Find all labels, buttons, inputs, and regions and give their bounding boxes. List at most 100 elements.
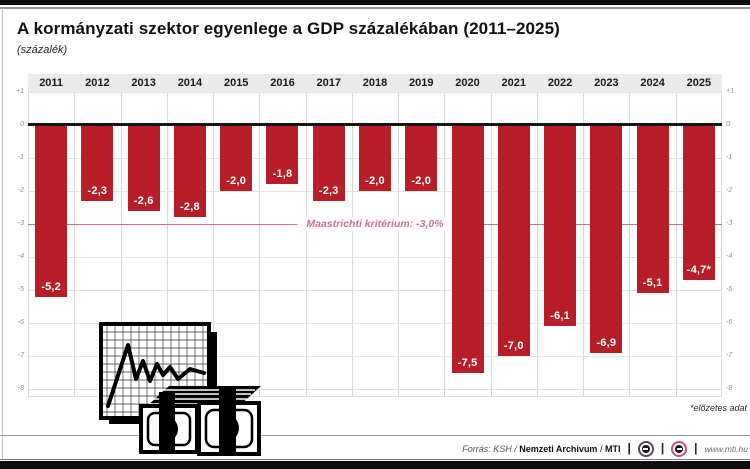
grid-hline: [28, 257, 722, 258]
divider-bar: |: [627, 441, 631, 455]
grid-vline: [28, 92, 29, 396]
bar-2020: -7,5: [451, 125, 484, 373]
axis-tick-label: 0: [20, 121, 24, 128]
year-label: 2013: [131, 77, 156, 89]
year-label: 2019: [409, 77, 434, 89]
axis-tick-label: -1: [17, 154, 24, 161]
axis-tick-label: -3: [726, 220, 733, 227]
bar-2013: -2,6: [127, 125, 160, 211]
grid-vline: [721, 92, 722, 396]
bar-2015: -2,0: [220, 125, 253, 191]
footer-separator-line: [0, 435, 750, 436]
axis-tick-label: -4: [726, 253, 733, 260]
footer: Forrás: KSH / Nemzeti Archivum / MTI | |…: [462, 439, 748, 459]
axis-tick-label: -7: [17, 352, 24, 359]
bar-value-label: -2,0: [411, 175, 432, 187]
zero-axis-line: [28, 123, 722, 126]
axis-tick-label: 0: [726, 121, 730, 128]
year-label: 2025: [686, 77, 712, 89]
grid-vline: [444, 92, 446, 396]
bar-value-label: -2,3: [318, 184, 339, 197]
source-archive: Nemzeti Archivum: [519, 444, 598, 454]
year-label: 2021: [501, 77, 527, 89]
bar-value-label: -6,1: [550, 310, 570, 323]
axis-tick-label: -8: [17, 385, 24, 392]
source-separator: /: [597, 444, 605, 454]
axis-tick-label: +1: [16, 88, 24, 95]
grid-vline: [259, 92, 261, 396]
footnote: *előzetes adat: [689, 403, 747, 413]
year-label: 2020: [455, 77, 480, 89]
year-label: 2018: [362, 77, 388, 89]
source-mti: MTI: [604, 444, 621, 454]
axis-tick-label: -7: [726, 352, 733, 359]
grid-hline: [28, 92, 722, 93]
bar-2024: -5,1: [636, 125, 669, 294]
bar-2018: -2,0: [359, 125, 391, 191]
top-gray-line: [0, 7, 750, 9]
page-subtitle: (százalék): [17, 44, 68, 56]
grid-vline: [305, 92, 307, 396]
bar-value-label: -1,8: [272, 168, 293, 181]
grid-vline: [74, 92, 76, 396]
bar-2021: -7,0: [497, 125, 530, 356]
bar-2012: -2,3: [81, 125, 114, 201]
year-label: 2011: [39, 77, 64, 89]
year-label: 2015: [223, 77, 249, 89]
bar-value-label: -2,0: [226, 175, 247, 187]
grid-hline: [28, 323, 722, 324]
grid-vline: [629, 92, 631, 396]
grid-vline: [583, 92, 585, 396]
grid-vline: [213, 92, 215, 396]
grid-vline: [675, 92, 677, 396]
grid-hline: [28, 290, 722, 291]
grid-vline: [490, 92, 492, 396]
axis-tick-label: -2: [17, 187, 24, 194]
year-label: 2022: [547, 77, 573, 89]
maastricht-label: Maastrichti kritérium: -3,0%: [297, 217, 453, 231]
chart-and-money-stacks-icon: [99, 322, 261, 456]
bar-value-label: -2,0: [365, 175, 385, 187]
bar-2016: -1,8: [266, 125, 299, 185]
bar-value-label: -7,0: [503, 340, 524, 352]
bar-value-label: -5,2: [41, 280, 61, 293]
bar-2022: -6,1: [544, 125, 577, 327]
bar-value-label: -5,1: [642, 277, 663, 290]
year-label: 2023: [594, 77, 619, 89]
bar-value-label: -6,9: [596, 336, 617, 349]
axis-tick-label: -5: [726, 286, 733, 293]
axis-tick-label: -6: [17, 319, 24, 326]
year-label: 2014: [177, 77, 203, 89]
bar-2011: -5,2: [35, 125, 68, 297]
bar-2023: -6,9: [590, 125, 623, 353]
axis-tick-label: -1: [726, 154, 733, 161]
maastricht-line: Maastrichti kritérium: -3,0%: [28, 217, 722, 231]
bar-2019: -2,0: [405, 125, 438, 191]
bottom-black-bar: [0, 461, 750, 469]
page-title: A kormányzati szektor egyenlege a GDP sz…: [17, 19, 560, 38]
grid-vline: [536, 92, 538, 396]
grid-vline: [351, 92, 353, 396]
source-prefix: Forrás: KSH /: [462, 444, 520, 454]
bar-value-label: -4,7*: [686, 264, 711, 277]
axis-tick-label: +1: [726, 88, 734, 95]
source-text: Forrás: KSH / Nemzeti Archivum / MTI: [462, 444, 620, 454]
footer-url: www.mti.hu: [704, 444, 748, 454]
bar-value-label: -7,5: [457, 356, 478, 369]
bar-value-label: -2,3: [87, 184, 108, 197]
grid-vline: [398, 92, 400, 396]
bar-2014: -2,8: [173, 125, 206, 218]
grid-hline: [28, 191, 722, 192]
grid-vline: [166, 92, 168, 396]
year-label: 2024: [640, 77, 665, 89]
bottom-gray-line: [0, 459, 750, 460]
divider-bar: |: [660, 441, 665, 455]
bar-value-label: -2,6: [133, 194, 154, 207]
mtva-logo-icon: [637, 441, 654, 457]
divider-bar: |: [694, 441, 698, 455]
axis-tick-label: -3: [17, 220, 24, 227]
top-black-bar: [0, 0, 750, 5]
grid-hline: [28, 356, 722, 357]
left-edge-line: [2, 8, 3, 460]
grid-hline: [28, 389, 722, 390]
